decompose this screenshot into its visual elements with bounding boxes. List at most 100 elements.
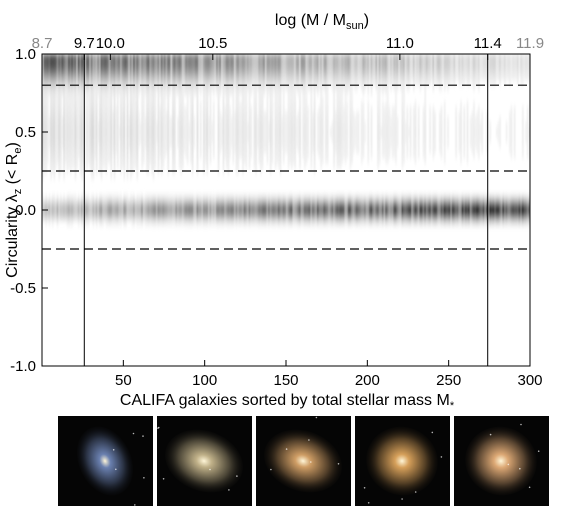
heat-cell — [209, 199, 212, 206]
heat-cell — [81, 220, 83, 227]
heat-cell — [245, 116, 248, 123]
heat-cell — [45, 100, 48, 107]
heat-cell — [98, 215, 101, 221]
heat-cell — [220, 74, 223, 81]
heat-cell — [129, 54, 132, 60]
heat-cell — [167, 126, 170, 133]
heat-cell — [167, 215, 170, 221]
heat-cell — [261, 54, 264, 60]
heat-cell — [217, 126, 220, 133]
heat-cell — [290, 100, 293, 107]
heat-cell — [185, 204, 188, 211]
heat-cell — [110, 95, 113, 102]
heat-cell — [118, 64, 121, 71]
heat-cell — [204, 111, 207, 117]
heat-cell — [269, 85, 272, 91]
heat-cell — [271, 210, 274, 216]
heat-cell — [61, 90, 64, 97]
heat-cell — [238, 210, 241, 216]
heat-cell — [217, 204, 220, 211]
heat-cell — [79, 210, 82, 216]
heat-cell — [354, 85, 357, 91]
heat-cell — [193, 116, 196, 123]
galaxy-column — [333, 54, 336, 227]
heat-cell — [289, 106, 292, 112]
heat-cell — [281, 74, 284, 81]
galaxy-column — [227, 54, 230, 227]
heat-cell — [341, 54, 344, 60]
heat-cell — [196, 106, 199, 112]
heat-cell — [222, 126, 225, 133]
heat-cell — [286, 85, 288, 91]
galaxy-column — [287, 54, 290, 227]
heat-cell — [123, 111, 126, 117]
heat-cell — [147, 158, 150, 164]
heat-cell — [253, 158, 256, 164]
heat-cell — [209, 126, 212, 133]
heat-cell — [63, 111, 66, 117]
heat-cell — [185, 121, 188, 128]
heat-cell — [294, 106, 297, 112]
heat-cell — [325, 69, 327, 76]
heat-cell — [177, 85, 179, 91]
heat-cell — [165, 199, 168, 206]
heat-cell — [289, 210, 292, 216]
heat-cell — [269, 95, 272, 102]
heat-cell — [120, 215, 123, 221]
heat-cell — [160, 59, 163, 65]
heat-cell — [299, 215, 301, 221]
heat-cell — [194, 194, 197, 201]
heat-cell — [128, 59, 131, 65]
heat-cell — [50, 74, 53, 81]
heat-cell — [258, 126, 261, 133]
heat-cell — [115, 116, 118, 123]
heat-cell — [123, 204, 126, 211]
heat-cell — [289, 199, 292, 206]
heat-cell — [141, 95, 144, 102]
heat-cell — [116, 158, 119, 164]
heat-cell — [204, 132, 207, 138]
heat-cell — [172, 95, 175, 102]
heat-cell — [59, 152, 62, 159]
heat-cell — [180, 220, 183, 227]
heat-cell — [277, 85, 280, 91]
heat-cell — [79, 106, 82, 112]
heat-cell — [338, 69, 340, 76]
heat-cell — [50, 210, 53, 216]
heat-cell — [229, 106, 231, 112]
heat-cell — [336, 126, 339, 133]
heat-cell — [152, 64, 155, 71]
heat-cell — [95, 121, 98, 128]
heat-cell — [85, 163, 88, 169]
heat-cell — [193, 85, 196, 91]
heat-cell — [261, 116, 264, 123]
heat-cell — [294, 59, 297, 65]
heat-cell — [81, 173, 83, 180]
heat-cell — [339, 147, 342, 154]
heat-cell — [105, 210, 108, 216]
heat-cell — [290, 116, 293, 123]
heat-cell — [63, 163, 66, 169]
heat-cell — [90, 137, 93, 143]
heat-cell — [190, 59, 192, 65]
heat-cell — [126, 111, 129, 117]
heat-cell — [110, 173, 113, 180]
heat-cell — [310, 137, 313, 143]
heat-cell — [154, 64, 157, 71]
heat-cell — [118, 90, 121, 97]
heat-cell — [175, 90, 178, 97]
heat-cell — [51, 100, 54, 107]
heat-cell — [222, 100, 225, 107]
heat-cell — [282, 80, 285, 86]
heat-cell — [336, 142, 339, 149]
heat-cell — [172, 210, 175, 216]
heat-cell — [276, 147, 279, 154]
heat-cell — [108, 54, 111, 60]
heat-cell — [155, 132, 158, 138]
heat-cell — [105, 85, 108, 91]
heat-cell — [193, 64, 196, 71]
heat-cell — [266, 215, 269, 221]
heat-cell — [300, 194, 303, 201]
heat-cell — [292, 210, 295, 216]
heat-cell — [242, 126, 245, 133]
